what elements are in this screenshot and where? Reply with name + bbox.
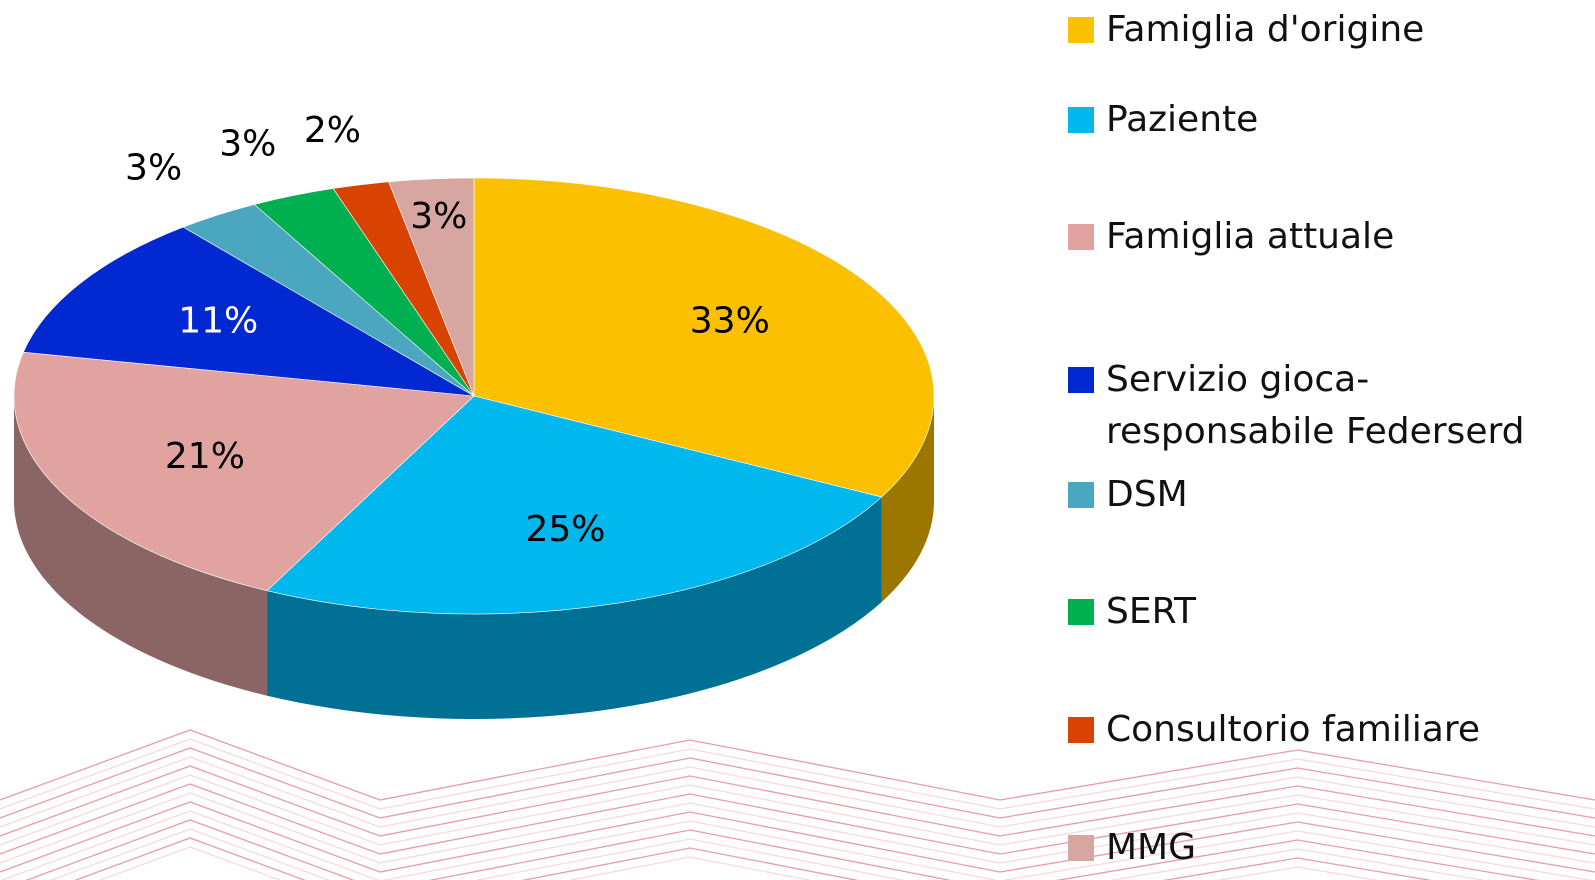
- slice-side: [267, 497, 882, 719]
- data-label: 3%: [219, 123, 276, 164]
- legend-item: Consultorio familiare: [1068, 704, 1538, 756]
- data-label: 33%: [690, 301, 770, 342]
- legend-item: Servizio gioca-responsabile Federserd: [1068, 354, 1538, 458]
- legend-label: Servizio gioca-responsabile Federserd: [1106, 359, 1525, 452]
- chevron-line: [567, 856, 813, 880]
- slice-side: [881, 396, 934, 603]
- chevron-line: [379, 811, 1001, 873]
- legend-swatch: [1068, 367, 1094, 393]
- chevron-line: [98, 846, 282, 880]
- chevron-line: [999, 767, 1595, 819]
- slice: [473, 177, 935, 498]
- chevron-line: [521, 847, 859, 880]
- chevron-line: [999, 785, 1595, 837]
- legend-label: Consultorio familiare: [1106, 709, 1480, 750]
- chevron-line: [999, 758, 1595, 810]
- legend-item: Famiglia attuale: [1068, 211, 1538, 263]
- chevron-line: [0, 810, 380, 880]
- chevron-line: [0, 747, 381, 819]
- slice: [266, 395, 883, 615]
- legend-label: DSM: [1106, 474, 1188, 515]
- legend-item: Famiglia d'origine: [1068, 4, 1538, 56]
- legend-label: Paziente: [1106, 99, 1259, 140]
- chevron-line: [474, 838, 906, 880]
- legend-item: Paziente: [1068, 94, 1538, 146]
- legend-swatch: [1068, 224, 1094, 250]
- legend-swatch: [1068, 17, 1094, 43]
- chevron-line: [379, 748, 1001, 810]
- chevron-line: [379, 793, 1001, 855]
- legend-label: Famiglia d'origine: [1106, 9, 1425, 50]
- data-label: 25%: [526, 509, 606, 550]
- chevron-line: [999, 803, 1595, 855]
- chevron-line: [1162, 857, 1433, 880]
- chevron-line: [74, 837, 306, 880]
- data-label: 2%: [304, 110, 361, 151]
- legend-swatch: [1068, 835, 1094, 861]
- chevron-line: [0, 756, 381, 828]
- chevron-line: [25, 819, 355, 880]
- chevron-line: [428, 829, 952, 880]
- chevron-line: [999, 794, 1595, 846]
- chevron-line: [999, 812, 1595, 864]
- slice: [388, 177, 475, 397]
- chevron-line: [0, 765, 381, 837]
- legend-label: SERT: [1106, 591, 1196, 632]
- chevron-line: [999, 776, 1595, 828]
- data-label: 3%: [125, 148, 182, 189]
- chevron-line: [0, 801, 381, 873]
- chevron-line: [379, 757, 1001, 819]
- chevron-line: [381, 820, 999, 880]
- legend-swatch: [1068, 107, 1094, 133]
- slice: [22, 226, 475, 397]
- chevron-line: [379, 739, 1001, 801]
- chevron-line: [379, 766, 1001, 828]
- chevron-line: [0, 783, 381, 855]
- chevron-line: [379, 775, 1001, 837]
- chevron-line: [999, 749, 1595, 801]
- legend-item: DSM: [1068, 469, 1538, 521]
- legend-swatch: [1068, 599, 1094, 625]
- chevron-line: [0, 792, 381, 864]
- chevron-line: [0, 738, 381, 810]
- chevron-line: [1002, 830, 1593, 880]
- chevron-line: [379, 784, 1001, 846]
- legend-label: Famiglia attuale: [1106, 216, 1395, 257]
- data-label: 21%: [165, 436, 245, 477]
- legend-swatch: [1068, 717, 1094, 743]
- legend-label: MMG: [1106, 827, 1197, 868]
- data-label: 3%: [410, 196, 467, 237]
- chevron-line: [49, 828, 331, 880]
- legend-item: SERT: [1068, 586, 1538, 638]
- chevron-line: [1055, 839, 1540, 880]
- chevron-line: [0, 774, 381, 846]
- chevron-line: [1109, 848, 1486, 880]
- chevron-line: [379, 802, 1001, 864]
- chevron-line: [1216, 866, 1379, 880]
- data-label: 11%: [178, 301, 258, 342]
- slice-side: [14, 396, 268, 696]
- chevron-line: [999, 821, 1595, 873]
- chevron-line: [0, 729, 381, 801]
- background-pattern: [0, 729, 1595, 880]
- legend-item: MMG: [1068, 822, 1538, 874]
- slice: [13, 351, 475, 592]
- legend-swatch: [1068, 482, 1094, 508]
